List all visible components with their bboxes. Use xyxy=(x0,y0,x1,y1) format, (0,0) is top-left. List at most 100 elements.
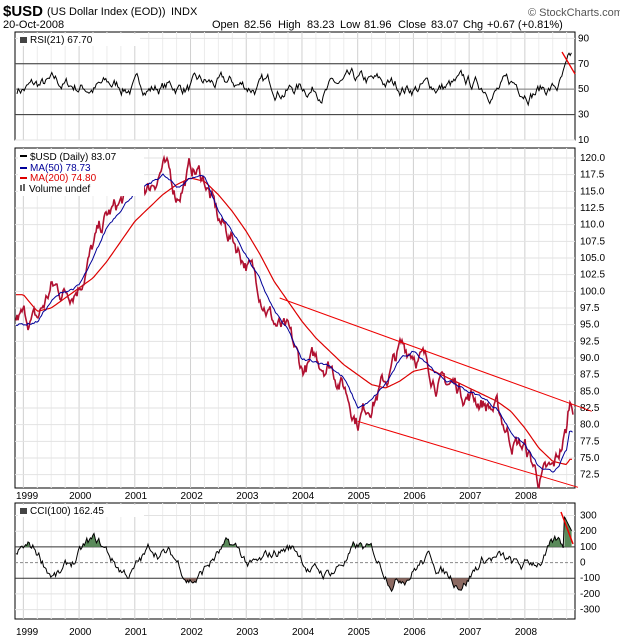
year-tick-label: 2000 xyxy=(69,491,92,502)
trend-channel-upper xyxy=(279,297,592,412)
low-value: 81.96 xyxy=(364,19,392,31)
price-tick-label: 110.0 xyxy=(580,220,605,231)
cci-tick-label: 100 xyxy=(580,542,597,553)
price-tick-label: 90.0 xyxy=(580,353,600,364)
price-tick-label: 80.0 xyxy=(580,420,600,431)
ma50-line xyxy=(16,173,573,473)
price-tick-label: 107.5 xyxy=(580,236,605,247)
rsi-label-bg xyxy=(18,34,140,46)
rsi-tick-label: 50 xyxy=(578,84,590,95)
low-label: Low xyxy=(340,19,360,31)
year-tick-label: 2003 xyxy=(236,627,259,638)
rsi-legend-swatch xyxy=(20,37,27,43)
rsi-trendline xyxy=(561,51,576,75)
chart-header: $USD (US Dollar Index (EOD)) INDX 20-Oct… xyxy=(3,3,620,31)
cci-legend-swatch xyxy=(20,508,27,514)
price-line xyxy=(15,154,574,490)
price-tick-label: 87.5 xyxy=(580,370,600,381)
symbol-name: (US Dollar Index (EOD)) xyxy=(47,6,166,18)
rsi-tick-label: 70 xyxy=(578,59,590,70)
year-tick-label: 2001 xyxy=(125,491,148,502)
year-tick-label: 2005 xyxy=(348,627,371,638)
price-axis: 120.0 117.5 115.0 112.5 110.0 107.5 105.0 102.5… xyxy=(580,153,605,481)
price-tick-label: 77.5 xyxy=(580,436,600,447)
brand-watermark: © StockCharts.com xyxy=(528,7,620,19)
rsi-line xyxy=(16,52,572,107)
cci-tick-label: 200 xyxy=(580,526,597,537)
price-tick-label: 105.0 xyxy=(580,253,605,264)
exchange-label: INDX xyxy=(171,6,198,18)
price-legend-label: $USD (Daily) 83.07 xyxy=(30,152,117,163)
chg-value: +0.67 (+0.81%) xyxy=(487,19,563,31)
price-tick-label: 112.5 xyxy=(580,203,605,214)
year-tick-label: 2005 xyxy=(348,491,371,502)
rsi-tick-label: 30 xyxy=(578,110,590,121)
year-axis-bottom: 1999 2000 2001 2002 2003 2004 2005 2006 2007 2008 xyxy=(16,627,538,638)
price-legend: $USD (Daily) 83.07 MA(50) 78.73 MA(200) … xyxy=(18,150,144,196)
cci-tick-label: 0 xyxy=(580,558,586,569)
price-tick-label: 75.0 xyxy=(580,453,600,464)
cci-overbought-fill xyxy=(547,536,562,547)
year-axis-middle: 1999 2000 2001 2002 2003 2004 2005 2006 2007 2008 xyxy=(16,491,538,502)
price-tick-label: 95.0 xyxy=(580,320,600,331)
price-tick-label: 82.5 xyxy=(580,403,600,414)
year-tick-label: 1999 xyxy=(16,491,39,502)
high-label: High xyxy=(278,19,301,31)
price-tick-label: 85.0 xyxy=(580,386,600,397)
rsi-axis: 90 70 50 30 10 xyxy=(578,33,590,146)
ma200-legend-label: MA(200) 74.80 xyxy=(30,173,97,184)
price-panel: 120.0 117.5 115.0 112.5 110.0 107.5 105.0 102.5… xyxy=(14,147,605,490)
cci-tick-label: -300 xyxy=(580,605,600,616)
rsi-panel: 90 70 50 30 10 RSI(21) 67.70 xyxy=(14,31,590,146)
open-value: 82.56 xyxy=(244,19,272,31)
ma200-line xyxy=(16,177,572,466)
price-tick-label: 100.0 xyxy=(580,286,605,297)
price-tick-label: 115.0 xyxy=(580,186,605,197)
year-tick-label: 2008 xyxy=(515,491,538,502)
ma50-legend-label: MA(50) 78.73 xyxy=(30,163,91,174)
cci-oversold-fill xyxy=(386,578,410,592)
close-label: Close xyxy=(398,19,426,31)
cci-panel: 300 200 100 0 -100 -200 -300 CCI(100) 162.45 xyxy=(14,502,600,620)
year-tick-label: 2004 xyxy=(292,627,315,638)
year-tick-label: 2004 xyxy=(292,491,315,502)
cci-axis: 300 200 100 0 -100 -200 -300 xyxy=(580,511,600,616)
symbol-title: $USD xyxy=(3,3,43,20)
price-tick-label: 92.5 xyxy=(580,336,600,347)
volume-legend-swatch xyxy=(20,185,22,191)
year-tick-label: 2006 xyxy=(403,491,426,502)
cci-grid xyxy=(15,503,575,619)
cci-label: CCI(100) 162.45 xyxy=(30,506,104,517)
trend-channel-lower xyxy=(357,420,579,488)
open-label: Open xyxy=(212,19,239,31)
price-tick-label: 72.5 xyxy=(580,470,600,481)
chg-label: Chg xyxy=(463,19,483,31)
rsi-tick-label: 10 xyxy=(578,135,590,146)
year-tick-label: 2002 xyxy=(181,491,204,502)
year-tick-label: 1999 xyxy=(16,627,39,638)
year-tick-label: 2002 xyxy=(181,627,204,638)
rsi-tick-label: 90 xyxy=(578,33,590,44)
price-tick-label: 102.5 xyxy=(580,270,605,281)
volume-legend-label: Volume undef xyxy=(29,184,90,195)
year-tick-label: 2006 xyxy=(403,627,426,638)
cci-line xyxy=(15,516,573,593)
high-value: 83.23 xyxy=(307,19,335,31)
chart-date: 20-Oct-2008 xyxy=(3,19,64,31)
price-tick-label: 97.5 xyxy=(580,303,600,314)
cci-tick-label: 300 xyxy=(580,511,597,522)
price-grid xyxy=(15,148,575,488)
year-tick-label: 2007 xyxy=(459,491,482,502)
year-tick-label: 2001 xyxy=(125,627,148,638)
year-tick-label: 2008 xyxy=(515,627,538,638)
close-value: 83.07 xyxy=(431,19,459,31)
cci-trendline xyxy=(560,511,574,545)
cci-tick-label: -100 xyxy=(580,573,600,584)
year-tick-label: 2000 xyxy=(69,627,92,638)
rsi-label: RSI(21) 67.70 xyxy=(30,35,93,46)
cci-tick-label: -200 xyxy=(580,589,600,600)
cci-oversold-fill xyxy=(451,578,469,591)
cci-label-bg xyxy=(18,505,144,517)
price-tick-label: 117.5 xyxy=(580,170,605,181)
